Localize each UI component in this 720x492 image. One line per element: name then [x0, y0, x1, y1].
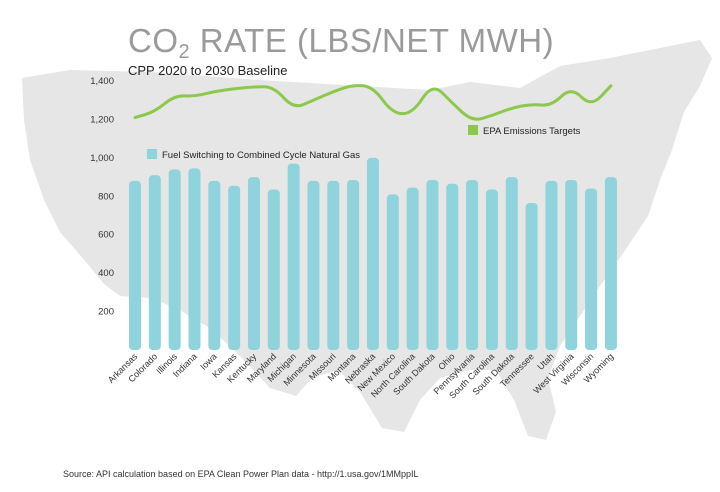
bar-series	[129, 157, 617, 350]
bar	[426, 179, 439, 350]
bar	[446, 183, 459, 350]
bar	[307, 180, 320, 350]
bar	[129, 180, 141, 350]
source-note: Source: API calculation based on EPA Cle…	[63, 469, 419, 479]
bar	[545, 180, 558, 350]
bar	[565, 179, 578, 350]
legend-label-bars: Fuel Switching to Combined Cycle Natural…	[162, 150, 360, 161]
bar	[466, 179, 479, 350]
legend-swatch-bars	[147, 149, 157, 159]
bar	[505, 177, 518, 350]
y-axis: 200 400 600 800 1,000 1,200 1,400	[90, 76, 114, 318]
legend-bars: Fuel Switching to Combined Cycle Natural…	[147, 149, 360, 161]
legend-line: EPA Emissions Targets	[468, 125, 581, 137]
bar	[148, 175, 161, 350]
epa-targets-line	[133, 84, 613, 121]
bar	[247, 177, 260, 350]
bar	[208, 180, 221, 350]
chart-subtitle: CPP 2020 to 2030 Baseline	[128, 63, 288, 78]
y-tick-label: 400	[98, 268, 114, 279]
bar	[525, 203, 538, 350]
bar	[168, 169, 181, 350]
bar	[406, 187, 419, 350]
legend-label-line: EPA Emissions Targets	[483, 126, 581, 137]
bar	[485, 189, 498, 350]
bar	[188, 168, 201, 350]
y-tick-label: 1,200	[90, 114, 114, 125]
bar	[366, 157, 379, 350]
y-tick-label: 800	[98, 191, 114, 202]
y-tick-label: 600	[98, 230, 114, 241]
bar	[347, 179, 360, 350]
bar	[386, 194, 399, 350]
chart-title: CO2 RATE (LBS/NET MWH)	[128, 22, 555, 63]
bar	[604, 177, 617, 350]
legend-swatch-line	[468, 125, 478, 135]
bar	[327, 180, 340, 350]
bar	[267, 189, 280, 350]
bar	[287, 163, 300, 350]
y-tick-label: 200	[98, 307, 114, 318]
y-tick-label: 1,000	[90, 153, 114, 164]
bar	[585, 188, 598, 350]
y-tick-label: 1,400	[90, 76, 114, 87]
bar	[228, 185, 241, 350]
